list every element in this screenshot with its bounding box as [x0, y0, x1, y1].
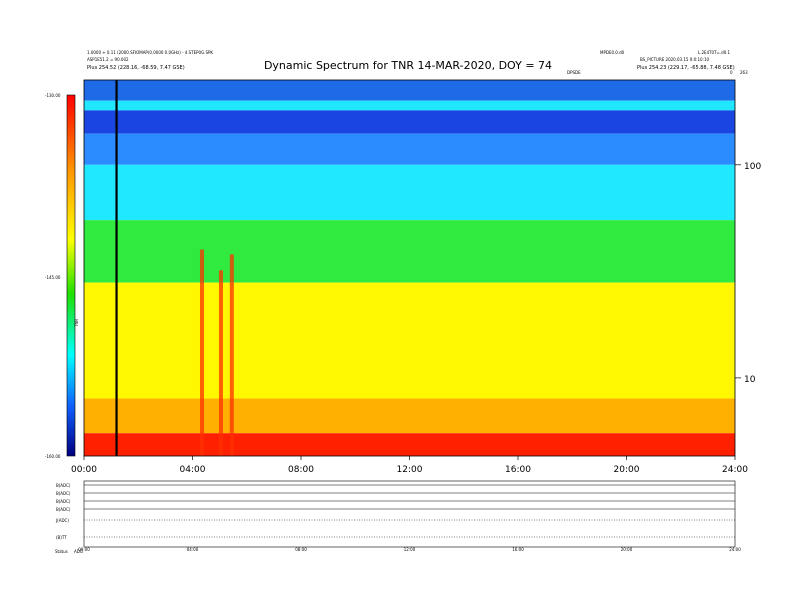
- header-left-line2: ASP1E51.2 = 90.002: [87, 57, 129, 62]
- burst-0: [199, 249, 204, 456]
- colorbar-mid-label: -145.00: [45, 275, 61, 280]
- panel-x-tick-label: 04:00: [187, 547, 199, 552]
- x-tick-label: 12:00: [397, 465, 423, 475]
- panel-label: J(ADC): [55, 518, 69, 523]
- panel-label: (B)TT: [56, 535, 67, 540]
- header-center-small: DPSDE: [567, 70, 581, 75]
- x-tick-label: 20:00: [614, 465, 640, 475]
- x-tick-label: 16:00: [505, 465, 531, 475]
- y-axis: 100 10: [735, 162, 761, 385]
- intensity-band-4: [84, 164, 735, 221]
- intensity-band-0: [84, 80, 735, 101]
- intensity-band-2: [84, 110, 735, 134]
- x-tick-label: 24:00: [722, 465, 748, 475]
- panel-x-tick-label: 16:00: [512, 547, 524, 552]
- panel-label: B(ADC): [56, 491, 71, 496]
- intensity-band-1: [84, 100, 735, 111]
- chart-title: Dynamic Spectrum for TNR 14-MAR-2020, DO…: [264, 59, 552, 72]
- panel-label: B(ADC): [56, 499, 71, 504]
- timeseries-panels: B(ADC) B(ADC) B(ADC) B(ADC) J(ADC) (B)TT 00:00…: [55, 480, 741, 552]
- intensity-band-8: [84, 433, 735, 456]
- burst-2: [229, 254, 234, 456]
- x-tick-label: 00:00: [71, 465, 97, 475]
- colorbar-top-label: -130.00: [45, 93, 61, 98]
- panel-x-tick-label: 00:00: [78, 547, 90, 552]
- panel-x-tick-label: 24:00: [729, 547, 741, 552]
- burst-1: [218, 270, 223, 456]
- x-tick-label: 08:00: [288, 465, 314, 475]
- colorbar-bottom-label: -160.00: [45, 454, 61, 459]
- header-left-line3: Plus 254.52 (228.16, -68.59, 7.47 GSE): [87, 65, 185, 71]
- header-right-line3: Plus 254.23 (229.17, -65.88, 7.48 GSE): [637, 65, 735, 71]
- status-label: Status: [55, 549, 68, 554]
- header-right-line2: BS_PICTURE 2020.03.15 0:0:10:10: [640, 57, 709, 62]
- intensity-band-6: [84, 282, 735, 399]
- panel-x-tick-label: 08:00: [295, 547, 307, 552]
- panel-x-tick-label: 20:00: [621, 547, 633, 552]
- status-value: ADG: [74, 549, 83, 554]
- y-tick-label: 10: [744, 375, 756, 385]
- header-right-top2: L.2E4T0T=.d0.1: [698, 50, 731, 55]
- header-right-top1: MPDE0.0.d0: [600, 50, 625, 55]
- spectrogram-area: [84, 80, 735, 456]
- header-corner-right: 263: [740, 70, 748, 75]
- colorbar: [66, 94, 76, 457]
- intensity-band-3: [84, 133, 735, 165]
- panel-x-tick-label: 12:00: [404, 547, 416, 552]
- header-corner: 0: [730, 70, 733, 75]
- x-axis: 00:00 04:00 08:00 12:00 16:00 20:00 24:00: [71, 456, 748, 475]
- panels-frame: [83, 480, 736, 548]
- panel-label: B(ADC): [56, 507, 71, 512]
- panel-label: B(ADC): [56, 483, 71, 488]
- y-tick-label: 100: [744, 162, 761, 172]
- header-left-line1: 1.0000 + 0.11 (2000.SFIOMAP(0.0000 0.0GH…: [87, 50, 213, 55]
- colorbar-side-label: TNR: [74, 319, 79, 328]
- intensity-band-7: [84, 398, 735, 434]
- intensity-band-5: [84, 220, 735, 283]
- x-tick-label: 04:00: [180, 465, 206, 475]
- radio-bursts: [199, 249, 234, 456]
